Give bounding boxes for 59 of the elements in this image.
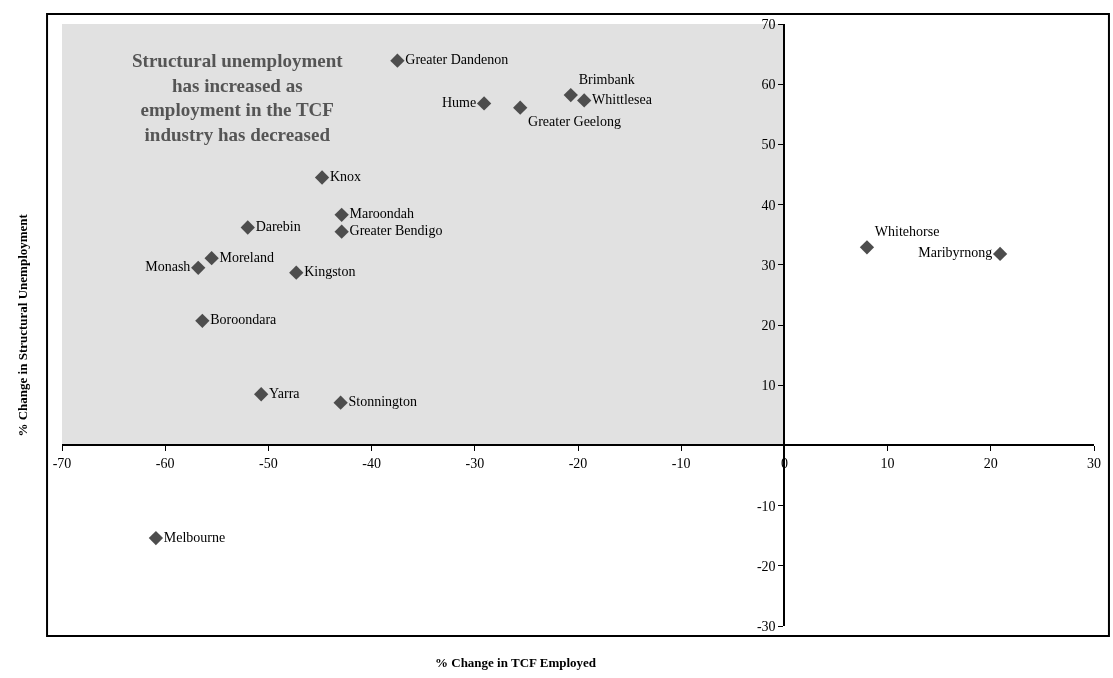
y-tick-label: 60 [761, 77, 776, 93]
point [240, 220, 255, 235]
point [204, 251, 219, 266]
series-label: Maroondah [349, 206, 415, 222]
y-tick-label: -10 [756, 498, 776, 514]
series-label: Stonnington [348, 394, 417, 410]
x-tick-label: -50 [259, 456, 278, 472]
point [859, 240, 875, 255]
series-label: Whittlesea [592, 91, 653, 107]
point [390, 53, 405, 68]
series-label: Brimbank [578, 71, 635, 87]
point [254, 387, 269, 402]
x-tick-label: -20 [568, 456, 588, 472]
series-label: Maribyrnong [918, 245, 993, 261]
series-label: Greater Geelong [528, 114, 621, 130]
x-tick-label: 20 [983, 456, 998, 472]
point [195, 313, 210, 328]
x-tick-label: -30 [465, 456, 485, 472]
series-label: Monash [145, 259, 191, 275]
series-label: Melbourne [163, 529, 226, 545]
series-label: Darebin [255, 218, 301, 234]
point [289, 265, 304, 280]
point [334, 207, 349, 222]
series-label: Greater Dandenon [405, 52, 509, 68]
point [577, 93, 592, 108]
point [333, 395, 348, 410]
point [148, 530, 164, 546]
x-tick-label: -40 [362, 456, 381, 472]
y-tick-label: 30 [761, 257, 776, 273]
point [334, 224, 349, 239]
series-label: Moreland [219, 249, 274, 265]
point [563, 87, 578, 103]
series-label: Boroondara [210, 312, 278, 328]
point [476, 96, 492, 111]
series-label: Greater Bendigo [349, 223, 443, 239]
y-tick-label: -20 [756, 558, 776, 574]
x-axis-title: % Change in TCF Employed [435, 655, 597, 670]
point [191, 260, 206, 275]
y-tick-label: 40 [761, 197, 776, 213]
x-tick-label: -60 [155, 456, 175, 472]
x-tick-label: -10 [671, 456, 691, 472]
x-tick-label: 10 [880, 456, 895, 472]
series-label: Kingston [304, 264, 356, 280]
y-tick-label: -30 [756, 618, 776, 634]
series-label: Whitehorse [874, 223, 940, 239]
annotation: Structural unemployment has increased as employment in the TCF industry has decreased [132, 50, 344, 146]
y-tick-label: 50 [761, 137, 776, 153]
point [513, 100, 528, 115]
point [314, 170, 330, 185]
y-axis-title: % Change in Structural Unemployment [14, 213, 30, 437]
point [992, 246, 1008, 262]
x-tick-label: -70 [52, 456, 72, 472]
y-tick-label: 10 [761, 378, 776, 394]
series-label: Hume [442, 94, 477, 110]
y-tick-label: 20 [761, 317, 776, 333]
y-tick-label: 70 [761, 16, 776, 32]
series-label: Knox [329, 169, 362, 185]
series-label: Yarra [269, 385, 301, 401]
x-tick-label: 30 [1087, 456, 1101, 472]
